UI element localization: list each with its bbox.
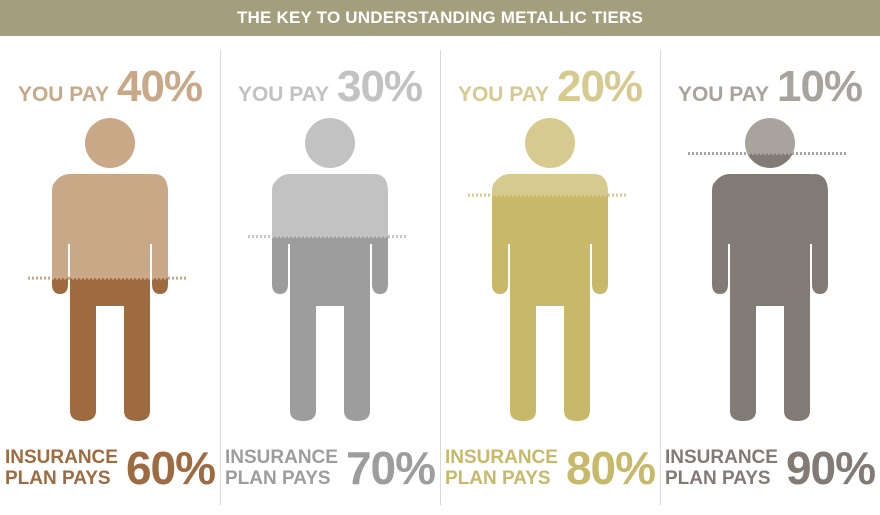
person-figure — [468, 118, 628, 421]
plan-pays-percent: 90% — [785, 442, 876, 494]
page-title-banner: THE KEY TO UNDERSTANDING METALLIC TIERS — [0, 0, 880, 36]
plan-pays-percent: 60% — [125, 442, 216, 494]
person-figure — [28, 118, 188, 421]
tier-name-label: BRONZE — [54, 312, 74, 388]
tier-name-label: PLATINUM — [714, 296, 734, 388]
you-pay-portion — [272, 118, 388, 237]
plan-pays-label: INSURANCE PLAN PAYS — [444, 447, 558, 489]
column-divider — [440, 50, 441, 505]
you-pay-percent: 40% — [116, 62, 203, 111]
you-pay-portion — [52, 118, 168, 279]
you-pay-header: YOU PAY 30% — [220, 62, 440, 112]
column-divider — [660, 50, 661, 505]
tier-column-platinum: YOU PAY 10% PLATINUM INSURANCE PLAN PAYS 90% — [660, 36, 880, 515]
plan-pays-footer: INSURANCE PLAN PAYS 90% — [660, 441, 880, 495]
plan-pays-footer: INSURANCE PLAN PAYS 70% — [220, 441, 440, 495]
you-pay-portion — [712, 118, 828, 154]
you-pay-percent: 10% — [776, 62, 863, 111]
you-pay-label: YOU PAY — [237, 83, 329, 106]
person-figure — [248, 118, 408, 421]
plan-pays-footer: INSURANCE PLAN PAYS 80% — [440, 441, 660, 495]
tier-column-gold: YOU PAY 20% GOLD INSURANCE PLAN PAYS 80% — [440, 36, 660, 515]
you-pay-label: YOU PAY — [17, 83, 109, 106]
column-divider — [220, 50, 221, 505]
plan-pays-footer: INSURANCE PLAN PAYS 60% — [0, 441, 220, 495]
you-pay-label: YOU PAY — [457, 83, 549, 106]
you-pay-header: YOU PAY 10% — [660, 62, 880, 112]
tier-name-label: GOLD — [494, 336, 514, 388]
you-pay-percent: 20% — [556, 62, 643, 111]
tier-name-label: SILVER — [274, 324, 294, 388]
you-pay-portion — [492, 118, 608, 196]
page-title: THE KEY TO UNDERSTANDING METALLIC TIERS — [236, 8, 644, 27]
tier-column-silver: YOU PAY 30% SILVER INSURANCE PLAN PAYS 70% — [220, 36, 440, 515]
you-pay-label: YOU PAY — [677, 83, 769, 106]
plan-pays-label: INSURANCE PLAN PAYS — [664, 447, 778, 489]
tier-column-bronze: YOU PAY 40% BRONZE INSURANCE PLAN PAYS 60% — [0, 36, 220, 515]
plan-pays-percent: 70% — [345, 442, 436, 494]
person-figure — [688, 118, 848, 421]
you-pay-header: YOU PAY 40% — [0, 62, 220, 112]
plan-pays-percent: 80% — [565, 442, 656, 494]
you-pay-percent: 30% — [336, 62, 423, 111]
plan-pays-label: INSURANCE PLAN PAYS — [224, 447, 338, 489]
plan-pays-label: INSURANCE PLAN PAYS — [4, 447, 118, 489]
you-pay-header: YOU PAY 20% — [440, 62, 660, 112]
